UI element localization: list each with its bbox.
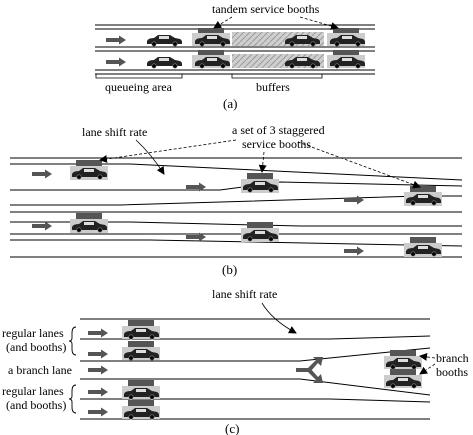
traffic-arrow [344,246,364,256]
callout-tandem-booths [213,16,339,30]
panel-b: lane shift rate a set of 3 staggered ser… [10,123,463,277]
caption-a: (a) [223,96,237,111]
brace-regular-lanes-top [68,326,77,356]
label-buffers: buffers [256,80,290,94]
panel-c: lane shift rate regular lanes (and booth… [2,287,469,435]
traffic-arrow [106,35,126,45]
label-queueing-area: queueing area [105,80,173,94]
label-regular-lanes-bottom-line1: regular lanes [2,384,64,398]
panel-a: tandem service booths queueing area buff… [95,2,375,111]
label-lane-shift-rate-c: lane shift rate [212,287,277,301]
label-staggered-booths-line1: a set of 3 staggered [232,123,325,137]
callout-lane-shift-rate-c [261,302,297,334]
traffic-arrow [88,387,108,397]
panel-a-lane-lines [95,24,375,75]
label-lane-shift-rate-b: lane shift rate [82,125,147,139]
traffic-arrow [344,195,364,205]
bracket-queueing-area [95,74,183,79]
traffic-arrow [106,57,126,67]
car [146,34,183,47]
traffic-arrow [32,169,52,179]
caption-b: (b) [222,262,237,277]
label-regular-lanes-top-line2: (and booths) [6,340,66,354]
label-tandem-booths: tandem service booths [212,2,320,16]
traffic-arrow [88,349,108,359]
traffic-arrow [88,365,108,375]
traffic-arrow [88,328,108,338]
bracket-buffers [231,74,323,79]
label-regular-lanes-top-line1: regular lanes [2,326,64,340]
callout-branch-booths [419,352,436,375]
label-branch-booths-line2: booths [436,365,468,379]
label-branch-booths-line1: branch [436,351,469,365]
branch-split-arrow-icon [296,357,323,383]
traffic-arrow [88,407,108,417]
label-branch-lane: a branch lane [8,363,72,377]
label-staggered-booths-line2: service booths [242,137,311,151]
caption-c: (c) [225,421,239,435]
brace-regular-lanes-bottom [68,384,77,414]
car [146,56,183,69]
callout-lane-shift-rate-b [135,139,165,175]
label-regular-lanes-bottom-line2: (and booths) [6,398,66,412]
callout-staggered-booths [99,139,421,189]
traffic-arrow [32,221,52,231]
